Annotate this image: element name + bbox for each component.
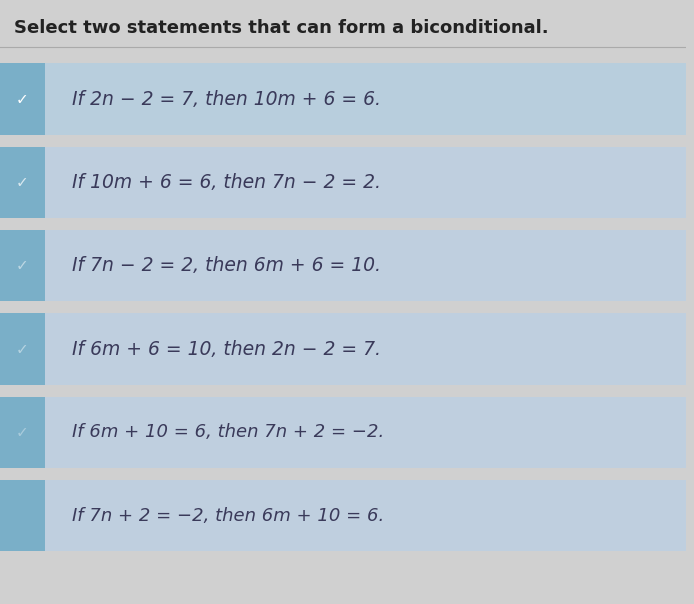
Text: ✓: ✓ (16, 342, 28, 356)
Text: ✓: ✓ (16, 175, 28, 190)
FancyBboxPatch shape (0, 480, 686, 551)
Text: ✓: ✓ (16, 259, 28, 273)
Text: ✓: ✓ (16, 425, 28, 440)
FancyBboxPatch shape (0, 397, 686, 468)
FancyBboxPatch shape (0, 147, 44, 218)
Text: If 7n + 2 = −2, then 6m + 10 = 6.: If 7n + 2 = −2, then 6m + 10 = 6. (72, 507, 384, 525)
FancyBboxPatch shape (0, 313, 44, 385)
FancyBboxPatch shape (0, 230, 44, 301)
Text: If 7n − 2 = 2, then 6m + 6 = 10.: If 7n − 2 = 2, then 6m + 6 = 10. (72, 256, 381, 275)
FancyBboxPatch shape (0, 63, 44, 135)
Text: If 6m + 6 = 10, then 2n − 2 = 7.: If 6m + 6 = 10, then 2n − 2 = 7. (72, 339, 381, 359)
FancyBboxPatch shape (0, 63, 686, 135)
FancyBboxPatch shape (0, 230, 686, 301)
Text: If 10m + 6 = 6, then 7n − 2 = 2.: If 10m + 6 = 6, then 7n − 2 = 2. (72, 173, 381, 192)
Text: If 6m + 10 = 6, then 7n + 2 = −2.: If 6m + 10 = 6, then 7n + 2 = −2. (72, 423, 384, 442)
Text: Select two statements that can form a biconditional.: Select two statements that can form a bi… (14, 19, 548, 37)
Text: ✓: ✓ (16, 92, 28, 106)
FancyBboxPatch shape (0, 313, 686, 385)
FancyBboxPatch shape (0, 480, 44, 551)
Text: If 2n − 2 = 7, then 10m + 6 = 6.: If 2n − 2 = 7, then 10m + 6 = 6. (72, 89, 381, 109)
FancyBboxPatch shape (0, 397, 44, 468)
FancyBboxPatch shape (0, 147, 686, 218)
